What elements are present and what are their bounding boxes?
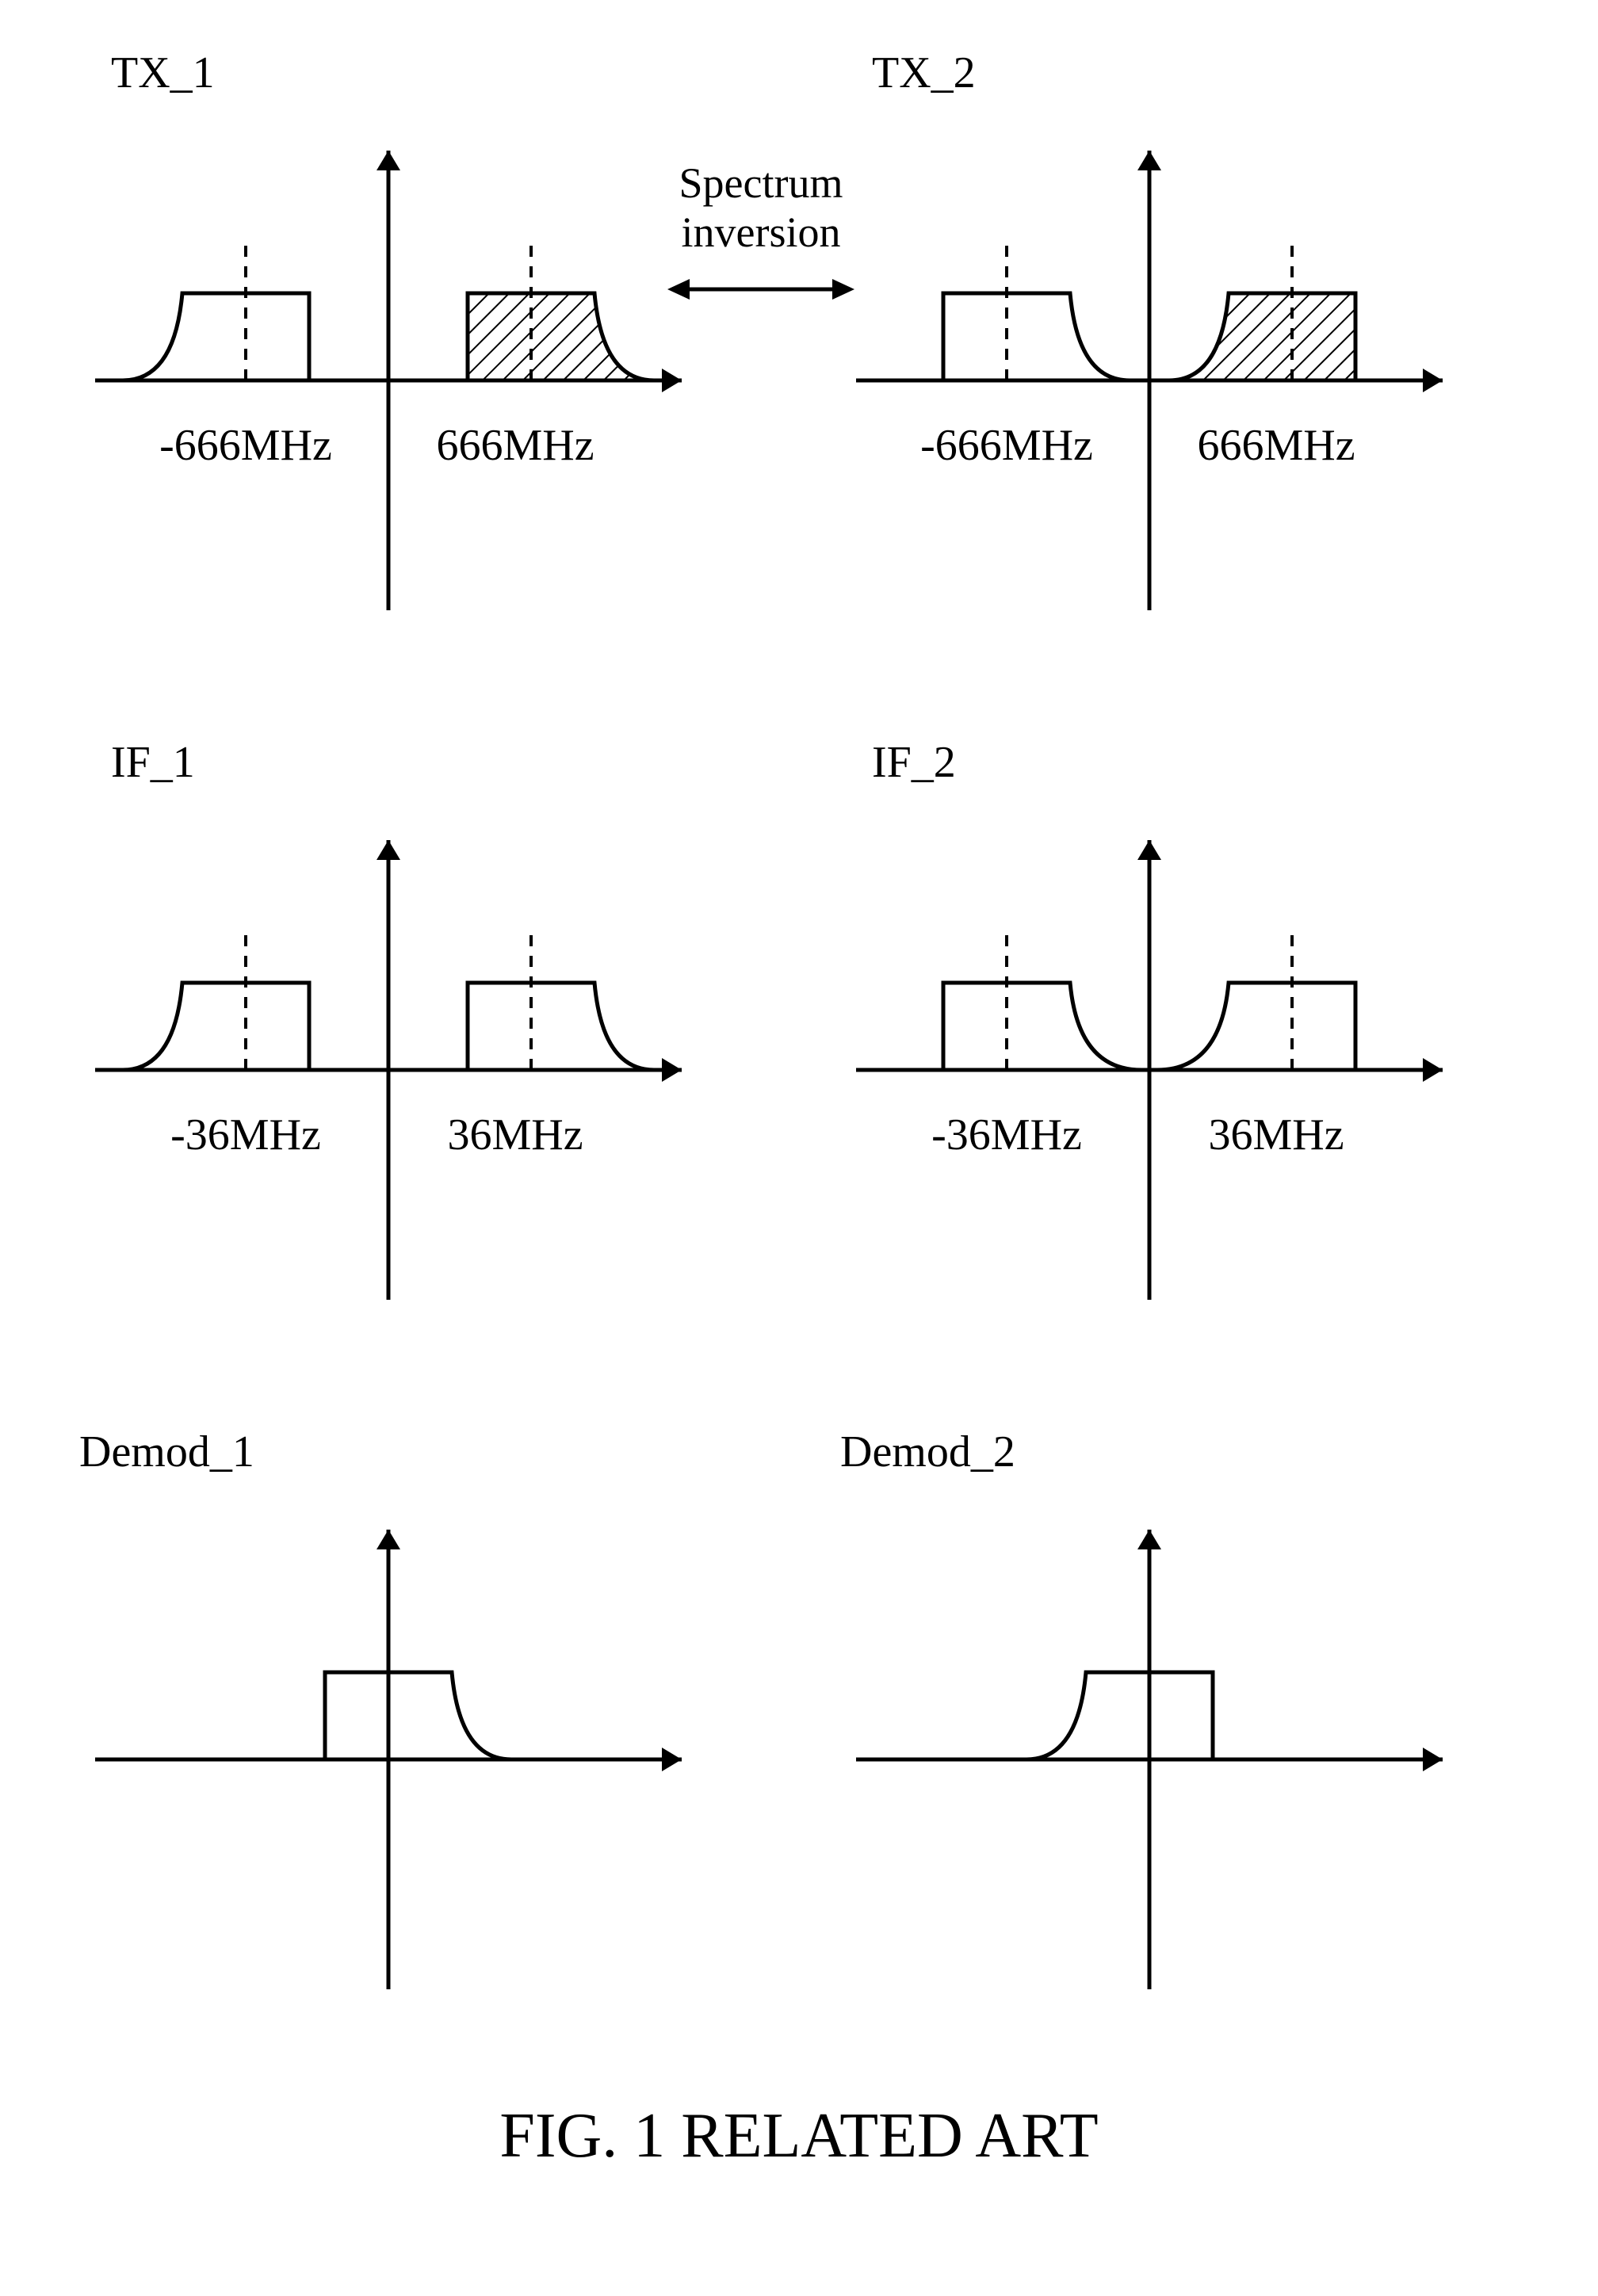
panel-dm1: Demod_1 [48,1427,729,2021]
axes-if2 [809,737,1490,1331]
neg-label-tx1: -666MHz [151,420,341,471]
pos-label-if1: 36MHz [420,1110,610,1160]
pos-label-if2: 36MHz [1181,1110,1371,1160]
figure-caption: FIG. 1 RELATED ART [0,2100,1598,2172]
neg-label-tx2: -666MHz [912,420,1102,471]
axes-dm2 [809,1427,1490,2021]
panel-dm2: Demod_2 [809,1427,1490,2021]
neg-label-if2: -36MHz [912,1110,1102,1160]
neg-label-if1: -36MHz [151,1110,341,1160]
panel-if2: IF_2 -36MHz 36MHz [809,737,1490,1331]
spectrum-inversion-label: Spectrum inversion [618,159,904,257]
double-arrow-icon [658,269,864,309]
axes-tx1 [48,48,729,642]
panel-if1: IF_1 -36MHz 36MHz [48,737,729,1331]
axes-dm1 [48,1427,729,2021]
panel-tx2: TX_2 -666MHz 666MHz [809,48,1490,642]
pos-label-tx1: 666MHz [420,420,610,471]
axes-tx2 [809,48,1490,642]
axes-if1 [48,737,729,1331]
panel-tx1: TX_1 -666MHz 666MHz [48,48,729,642]
pos-label-tx2: 666MHz [1181,420,1371,471]
